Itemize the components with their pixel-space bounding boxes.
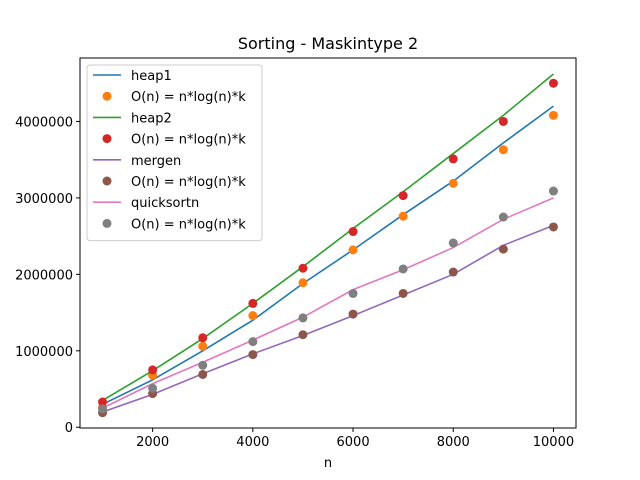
series-point-5-9 [548,222,558,232]
legend-label-3: O(n) = n*log(n)*k [131,133,246,148]
series-point-1-2 [198,341,208,351]
x-axis-label: n [324,456,332,471]
y-tick-label-3: 3000000 [15,192,73,207]
series-point-1-3 [248,311,258,321]
series-point-7-1 [148,383,158,393]
x-tick-label-2: 6000 [337,435,370,450]
legend-label-4: mergen [131,154,181,169]
series-point-7-8 [498,212,508,222]
legend-swatch-3 [102,134,112,144]
series-point-7-5 [348,288,358,298]
series-point-5-2 [198,369,208,379]
x-tick-label-4: 10000 [533,435,574,450]
series-line-6 [102,197,554,409]
legend-label-6: quicksortn [131,196,199,211]
x-tick-label-1: 4000 [236,435,269,450]
series-point-1-7 [448,178,458,188]
plot-marks [98,73,558,418]
series-point-3-6 [398,191,408,201]
plot-frame [79,57,577,429]
series-point-7-2 [198,360,208,370]
y-tick-label-1: 1000000 [15,345,73,360]
series-line-2 [102,73,554,402]
legend-label-5: O(n) = n*log(n)*k [131,175,246,190]
y-tick-label-2: 2000000 [15,268,73,283]
legend-label-0: heap1 [131,69,172,84]
series-point-7-9 [548,186,558,196]
series-point-3-8 [498,116,508,126]
series-point-3-0 [98,397,108,407]
y-tick-label-4: 4000000 [15,115,73,130]
series-line-0 [102,105,554,406]
x-tick-label-3: 8000 [437,435,470,450]
series-point-7-6 [398,264,408,274]
series-point-3-2 [198,333,208,343]
legend-swatch-5 [102,176,112,186]
series-point-7-3 [248,337,258,347]
x-tick-label-0: 2000 [136,435,169,450]
series-line-4 [102,224,554,413]
series-point-5-4 [298,330,308,340]
legend-box [86,64,263,242]
series-point-7-7 [448,238,458,248]
series-point-3-1 [148,365,158,375]
legend: heap1 O(n) = n*log(n)*k heap2 O(n) = n*log(… [86,64,263,242]
series-point-5-8 [498,244,508,254]
series-point-5-6 [398,288,408,298]
series-point-1-4 [298,278,308,288]
series-point-5-7 [448,267,458,277]
series-point-3-9 [548,78,558,88]
series-point-5-5 [348,309,358,319]
chart-title: Sorting - Maskintype 2 [238,34,418,53]
legend-swatch-1 [102,91,112,101]
legend-label-7: O(n) = n*log(n)*k [131,217,246,232]
series-point-1-8 [498,145,508,155]
legend-swatch-7 [102,218,112,228]
series-point-7-0 [98,404,108,414]
series-point-1-6 [398,211,408,221]
series-point-1-5 [348,245,358,255]
series-point-3-3 [248,298,258,308]
legend-label-1: O(n) = n*log(n)*k [131,90,246,105]
axis-ticks: 2000 4000 6000 8000 10000 0 1000000 2000000 3000… [15,115,574,450]
series-point-1-9 [548,110,558,120]
series-point-3-7 [448,154,458,164]
series-point-5-3 [248,350,258,360]
series-point-3-4 [298,263,308,273]
legend-label-2: heap2 [131,111,172,126]
series-point-3-5 [348,227,358,237]
series-point-7-4 [298,313,308,323]
y-tick-label-0: 0 [65,421,73,436]
